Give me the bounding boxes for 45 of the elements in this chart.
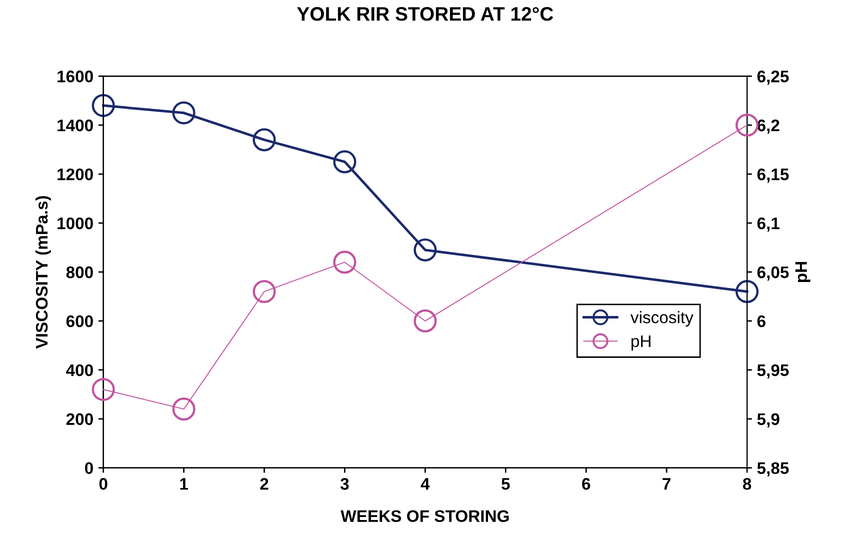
y2-tick-label: 5,85 (757, 462, 789, 476)
y-tick-label: 400 (66, 364, 93, 376)
legend-label: viscosity (630, 311, 694, 327)
y-axis-title: VISCOSITY (mPa.s) (35, 196, 51, 349)
point (736, 114, 759, 137)
x-tick-label: 7 (662, 478, 670, 490)
y-tick-label: 1600 (58, 70, 93, 82)
point (92, 94, 115, 118)
x-tick-label: 1 (180, 478, 188, 490)
legend-label: pH (632, 336, 650, 350)
y2-tick-label: 5,9 (757, 413, 780, 428)
y2-tick-label: 6,05 (757, 266, 789, 281)
y2-tick-label: 6 (757, 315, 766, 328)
point (92, 378, 115, 402)
chart-title: YOLK RIR STORED AT 12°C (297, 7, 554, 21)
x-tick-label: 6 (582, 478, 590, 490)
point (414, 309, 437, 332)
x-tick-label: 4 (420, 478, 430, 490)
x-tick-label: 2 (260, 478, 268, 490)
y-tick-label: 1200 (58, 168, 93, 180)
x-tick-label: 0 (99, 478, 108, 490)
point (172, 101, 196, 124)
y-tick-label: 1400 (58, 120, 93, 132)
point (736, 280, 759, 304)
y2-tick-label: 6,1 (757, 217, 780, 232)
point (252, 280, 276, 304)
y-tick-label: 200 (66, 413, 93, 426)
y2-tick-label: 6,25 (757, 70, 789, 85)
y-tick-label: 800 (66, 266, 93, 278)
y-tick-label: 0 (85, 462, 93, 474)
x-tick-label: 3 (340, 478, 349, 490)
y-tick-label: 1000 (58, 217, 93, 230)
y2-tick-label: 6,15 (757, 168, 789, 183)
point (172, 398, 196, 421)
y2-tick-label: 5,95 (757, 364, 789, 379)
y-tick-label: 600 (66, 315, 93, 328)
point (333, 150, 356, 174)
point (252, 128, 276, 152)
x-tick-label: 8 (742, 478, 752, 490)
point (333, 250, 356, 274)
x-axis-title: WEEKS OF STORING (340, 510, 509, 522)
y2-tick-label: 6,2 (757, 120, 780, 134)
y2-axis-title: pH (795, 262, 810, 282)
point (414, 238, 437, 262)
x-tick-label: 5 (502, 478, 510, 490)
